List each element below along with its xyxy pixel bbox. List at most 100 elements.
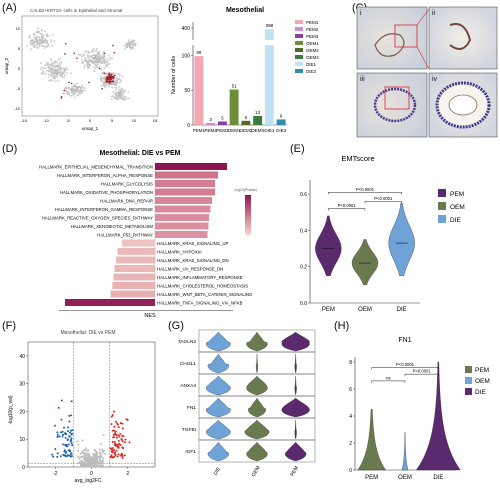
- b-bar: [276, 119, 286, 125]
- f-gene-point-down: [56, 435, 59, 438]
- f-gene-point-up: [109, 447, 112, 450]
- f-gene-point-down: [66, 438, 69, 441]
- e-legend-label: PEM: [450, 191, 464, 198]
- umap-cell: [97, 56, 100, 58]
- umap-cell: [105, 60, 108, 63]
- umap-cell: [69, 89, 72, 92]
- umap-cell: [57, 58, 60, 60]
- umap-ytick: 0: [18, 66, 21, 71]
- umap-cell: [54, 60, 57, 63]
- histology-image-i: [356, 6, 428, 70]
- umap-cell: [46, 35, 49, 38]
- f-gene-point: [90, 462, 93, 465]
- umap-mesothelial-cell: [70, 82, 73, 85]
- f-gene-point: [82, 455, 85, 458]
- umap-cell: [118, 86, 121, 88]
- e-pvalue-label: P<0.0001: [338, 203, 357, 208]
- b-data-label: 398: [266, 23, 274, 28]
- umap-cell: [79, 89, 82, 92]
- d-pathway-label: HALLMARK_GLYCOLYSIS: [101, 182, 153, 187]
- f-gene-point: [78, 457, 81, 460]
- f-gene-point-up: [118, 435, 121, 438]
- h-ytick-label: 6: [349, 387, 352, 393]
- umap-xtick: -10: [43, 118, 50, 123]
- f-gene-point: [80, 455, 83, 458]
- f-gene-point: [102, 459, 105, 462]
- f-gene-point: [101, 462, 104, 465]
- f-gene-point-up: [112, 436, 115, 439]
- umap-cell: [49, 78, 52, 81]
- umap-cell: [47, 76, 50, 79]
- umap-mesothelial-cell: [108, 75, 111, 77]
- g-violin: [294, 375, 297, 396]
- f-gene-point-down: [56, 431, 59, 434]
- umap-cell: [102, 62, 104, 64]
- g-violin: [246, 375, 268, 396]
- umap-cell: [114, 83, 116, 86]
- umap-cell: [118, 81, 121, 84]
- f-gene-point-down: [56, 455, 59, 458]
- d-pathway-label: HALLMARK_P53_PATHWAY: [97, 233, 153, 238]
- umap-cell: [90, 51, 93, 53]
- f-gene-point: [91, 465, 94, 468]
- umap-cell: [130, 43, 132, 46]
- f-gene-point-down: [61, 430, 64, 433]
- umap-cell: [111, 82, 114, 85]
- umap-cell: [76, 94, 79, 97]
- f-gene-point-down: [67, 430, 70, 433]
- h-legend-label: DIE: [475, 389, 487, 396]
- umap-cell: [36, 31, 39, 33]
- umap-cell: [50, 59, 53, 62]
- g-violin: [281, 331, 310, 352]
- panel-label-e: (E): [290, 143, 305, 155]
- f-gene-point-up: [113, 425, 116, 428]
- umap-cell: [57, 79, 60, 82]
- umap-cell: [52, 61, 55, 64]
- umap-mesothelial-cell: [112, 77, 115, 79]
- f-gene-point-up: [119, 443, 122, 446]
- f-gene-point-down: [70, 400, 73, 403]
- d-pathway-label: HALLMARK_WNT_BETA_CATENIN_SIGNALING: [157, 292, 253, 297]
- umap-cell: [55, 73, 58, 76]
- umap-cell: [65, 89, 68, 92]
- g-gene-label: CHI3L1: [180, 361, 197, 367]
- f-gene-point: [95, 453, 98, 456]
- histology-image-iii: [356, 72, 428, 138]
- umap-cell: [115, 87, 118, 89]
- umap-cell: [82, 53, 85, 55]
- f-gene-point-down: [65, 445, 68, 448]
- umap-cell: [85, 57, 88, 60]
- umap-cell: [67, 86, 70, 89]
- f-gene-point: [100, 453, 103, 456]
- f-gene-point-up: [123, 454, 126, 457]
- e-violin: [351, 239, 379, 285]
- f-gene-point-up: [117, 426, 120, 429]
- h-legend-label: OEM: [475, 378, 490, 385]
- umap-cell: [47, 69, 50, 72]
- f-gene-point-up: [119, 432, 122, 435]
- f-gene-point: [84, 449, 87, 452]
- b-legend-label: OEM2: [306, 48, 319, 53]
- umap-mesothelial-cell: [73, 52, 76, 55]
- umap-cell: [121, 97, 124, 100]
- f-gene-point-up: [119, 454, 122, 457]
- umap-mesothelial-cell: [64, 42, 67, 45]
- umap-cell: [62, 92, 65, 95]
- f-gene-point-up: [111, 447, 114, 450]
- chart-f-xlabel: avg_log2FC: [75, 478, 102, 484]
- umap-cell: [88, 56, 91, 59]
- umap-cell: [116, 91, 119, 94]
- umap-cell: [47, 44, 50, 47]
- f-gene-point-up: [114, 430, 117, 433]
- f-gene-point: [81, 451, 84, 454]
- g-violin: [255, 353, 259, 374]
- umap-cell: [116, 94, 119, 96]
- umap-cell: [103, 67, 106, 70]
- umap-cell: [99, 77, 102, 80]
- umap-cell: [54, 62, 57, 65]
- b-ytick-label: 100: [182, 53, 191, 59]
- umap-cell: [26, 44, 29, 47]
- umap-cell: [45, 61, 48, 64]
- g-violin: [281, 397, 310, 418]
- f-gene-point-down: [68, 420, 71, 423]
